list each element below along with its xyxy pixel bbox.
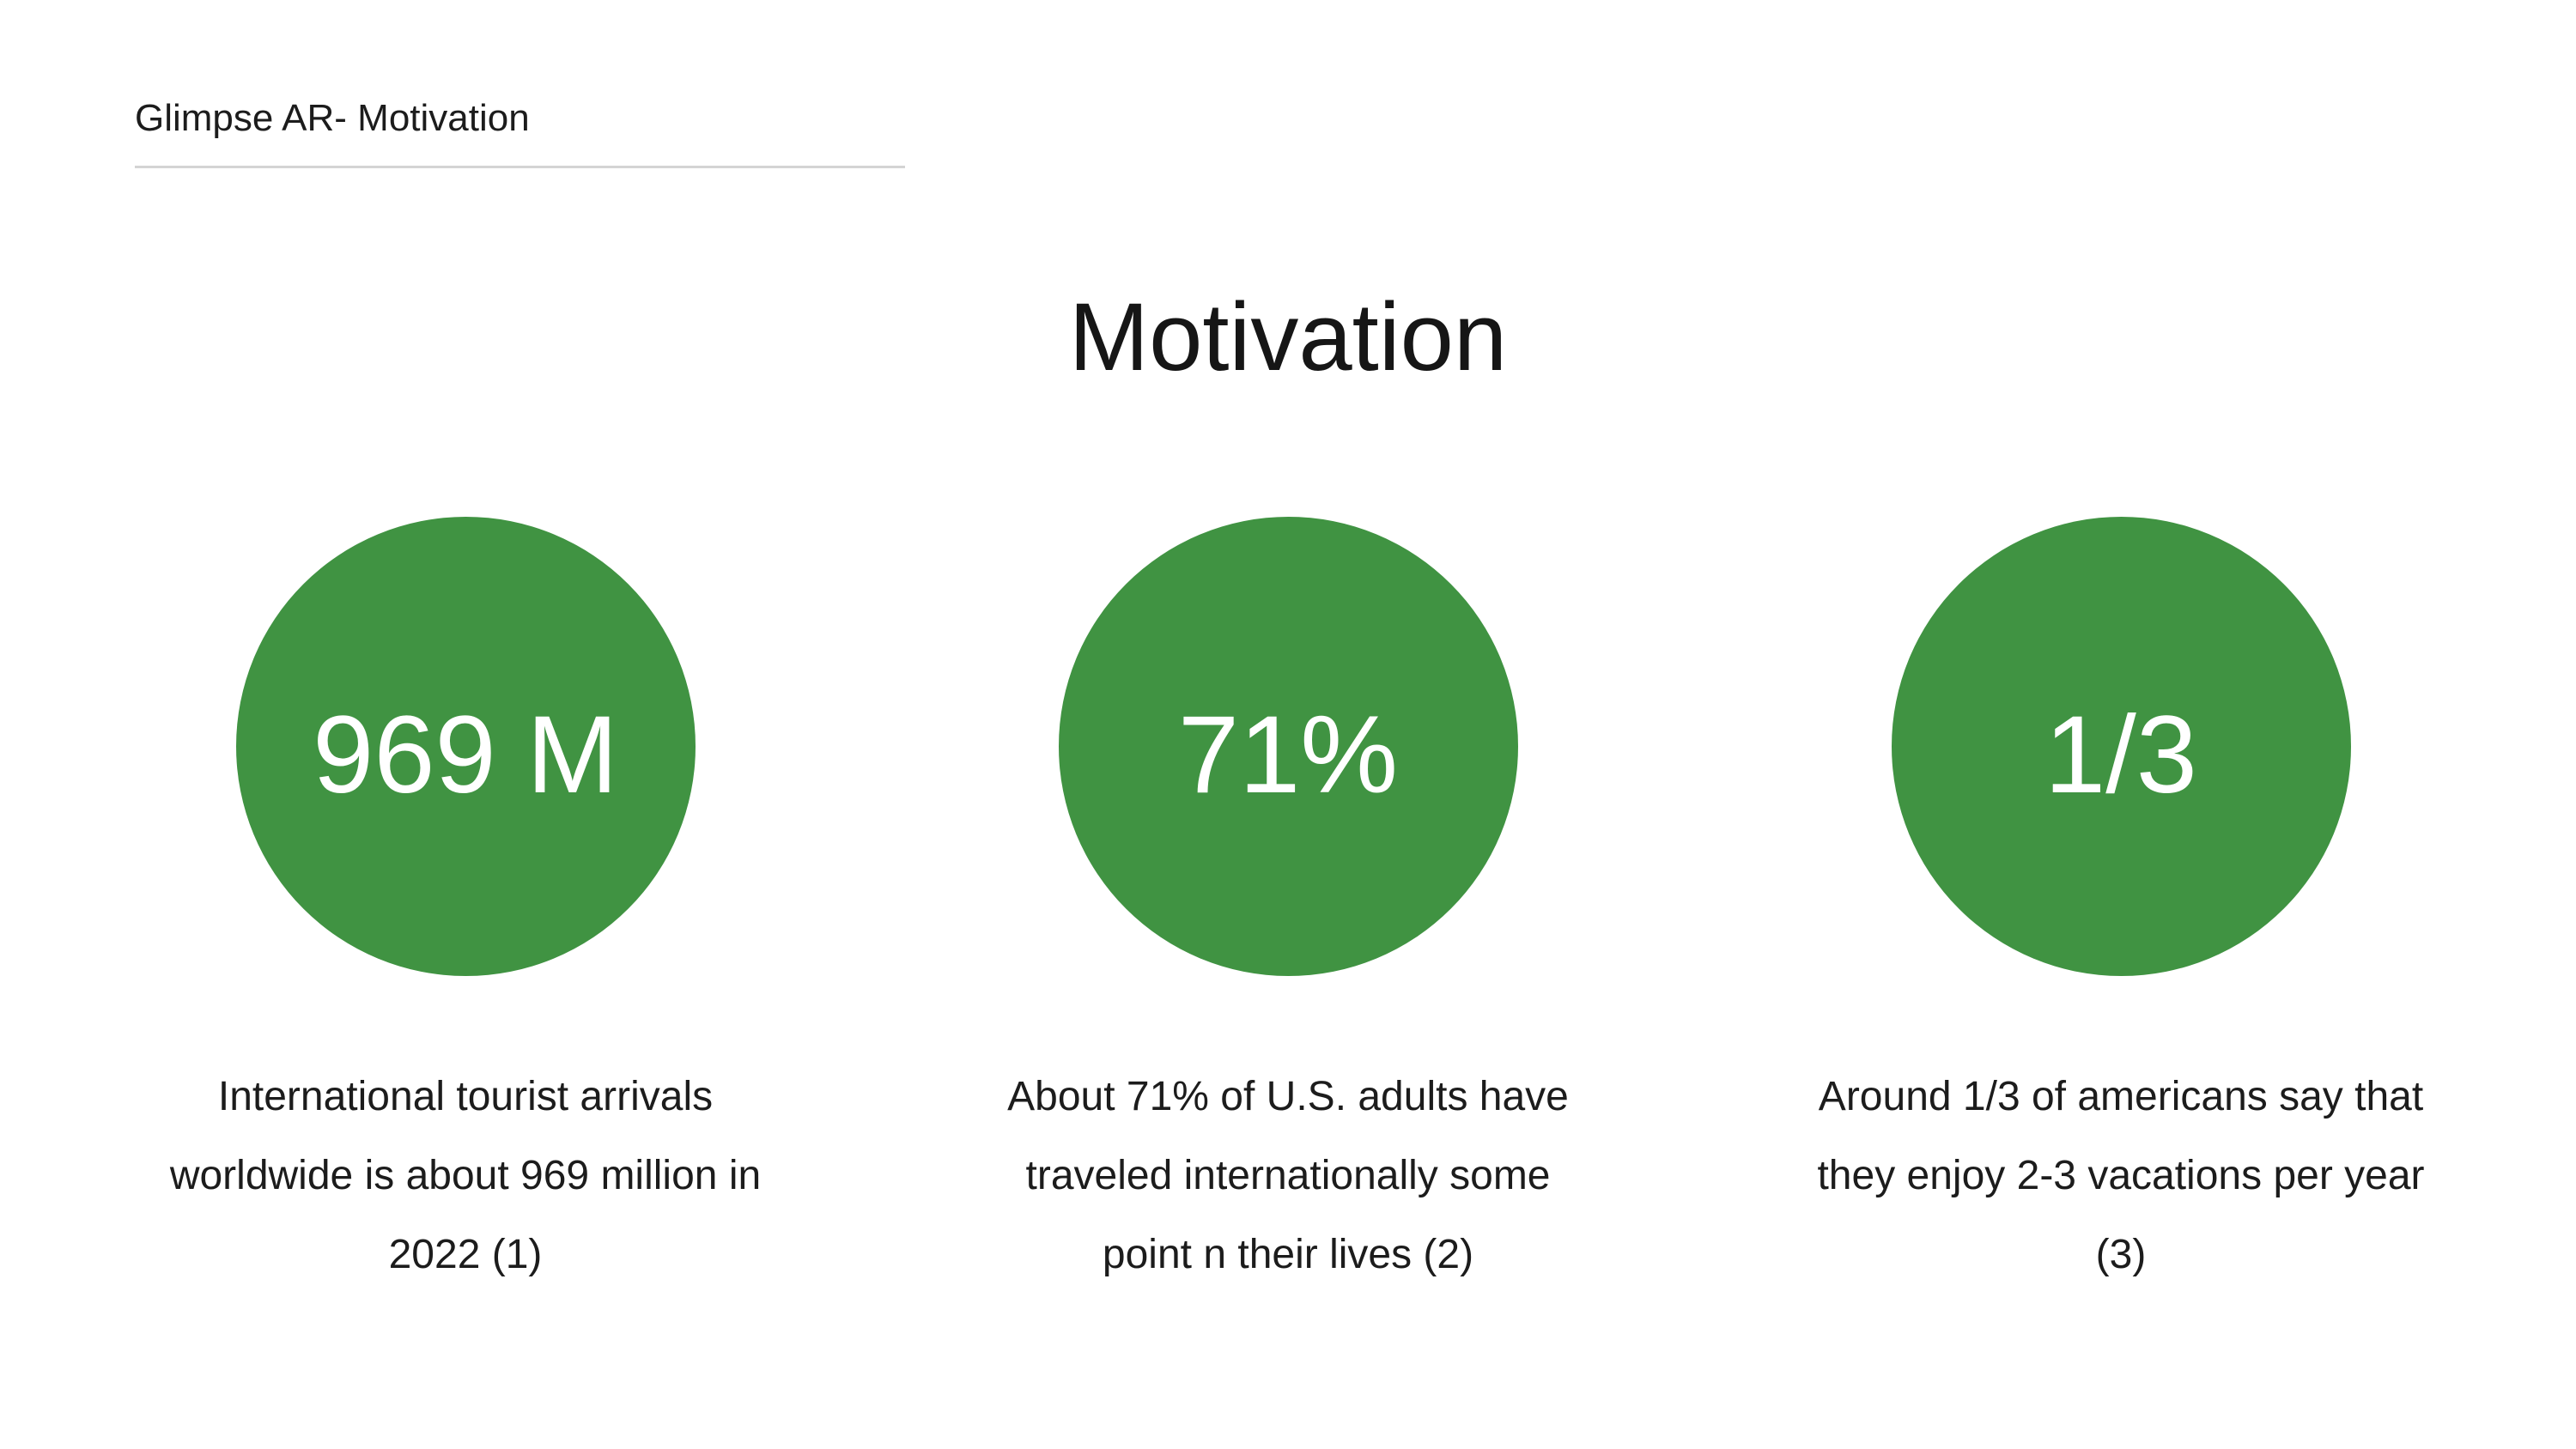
stat-column-international-travel: 71% About 71% of U.S. adults have travel… xyxy=(936,517,1640,1294)
stat-value: 1/3 xyxy=(2044,693,2197,816)
header-divider xyxy=(135,166,905,168)
stat-description-line: traveled internationally some xyxy=(1025,1153,1551,1198)
stat-description: International tourist arrivals worldwide… xyxy=(113,1058,817,1294)
stat-description-line: International tourist arrivals xyxy=(217,1074,714,1119)
stat-description-line: point n their lives (2) xyxy=(1102,1232,1474,1277)
stat-description: About 71% of U.S. adults have traveled i… xyxy=(936,1058,1640,1294)
stat-value: 71% xyxy=(1177,693,1399,816)
stat-description-line: (3) xyxy=(2095,1232,2147,1277)
stat-description-line: About 71% of U.S. adults have xyxy=(1007,1074,1569,1119)
stat-description-line: 2022 (1) xyxy=(388,1232,543,1277)
stat-circle: 1/3 xyxy=(1891,517,2351,976)
header-title: Glimpse AR- Motivation xyxy=(135,97,530,139)
stat-column-vacations: 1/3 Around 1/3 of americans say that the… xyxy=(1769,517,2473,1294)
stat-description-line: Around 1/3 of americans say that xyxy=(1818,1074,2424,1119)
stat-description-line: worldwide is about 969 million in xyxy=(169,1153,762,1198)
stat-value: 969 M xyxy=(313,693,618,816)
stat-description: Around 1/3 of americans say that they en… xyxy=(1769,1058,2473,1294)
stat-circle: 71% xyxy=(1058,517,1518,976)
stat-circle: 969 M xyxy=(235,517,696,976)
stat-column-tourist-arrivals: 969 M International tourist arrivals wor… xyxy=(113,517,817,1294)
stat-description-line: they enjoy 2-3 vacations per year xyxy=(1817,1153,2425,1198)
slide-title: Motivation xyxy=(1068,283,1508,391)
